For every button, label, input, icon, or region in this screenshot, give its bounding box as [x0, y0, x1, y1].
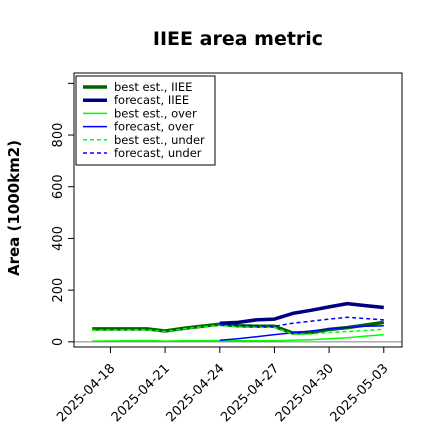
y-tick-label: 400	[51, 226, 66, 251]
y-tick-label: 800	[51, 123, 66, 148]
legend-label: forecast, IIEE	[114, 93, 189, 107]
chart-title: IIEE area metric	[153, 28, 323, 50]
y-tick-label: 200	[51, 278, 66, 303]
series-line-3	[92, 333, 384, 342]
legend-box	[75, 75, 216, 166]
series-line-2	[219, 301, 384, 325]
y-tick-label: 0	[51, 338, 66, 346]
legend-label: forecast, under	[114, 146, 202, 160]
legend-label: best est., under	[114, 133, 205, 147]
plot-frame	[73, 72, 403, 348]
legend-label: best est., IIEE	[114, 80, 192, 94]
series-line-4	[219, 325, 384, 342]
y-axis-label: Area (1000km2)	[5, 140, 23, 276]
y-tick-label: 600	[51, 174, 66, 199]
series-line-5	[92, 324, 384, 335]
x-tick-label: 2025-05-03	[328, 361, 392, 425]
legend-label: forecast, over	[114, 120, 194, 134]
legend-label: best est., over	[114, 106, 197, 120]
